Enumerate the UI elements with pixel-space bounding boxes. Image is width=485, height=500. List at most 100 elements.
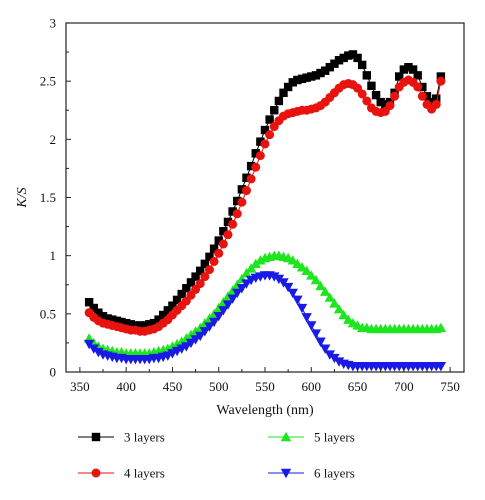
data-point — [209, 244, 219, 253]
data-point — [191, 272, 200, 281]
data-point — [283, 82, 293, 92]
data-point — [357, 89, 367, 99]
data-point — [135, 321, 145, 330]
data-point — [287, 255, 298, 265]
data-point — [306, 321, 317, 331]
data-point — [256, 137, 265, 146]
series-line — [88, 255, 441, 354]
data-point — [214, 236, 223, 245]
data-point — [288, 78, 297, 87]
series-6-layers — [83, 271, 447, 372]
data-point — [94, 308, 103, 317]
data-point — [89, 303, 98, 313]
legend-marker — [91, 432, 101, 442]
data-point — [242, 173, 251, 182]
data-point — [228, 219, 238, 229]
data-point — [381, 100, 390, 109]
data-point — [126, 320, 135, 329]
legend-marker — [91, 468, 101, 478]
data-point — [292, 295, 303, 306]
data-point — [319, 286, 331, 296]
data-point — [274, 96, 284, 106]
data-point — [418, 82, 427, 92]
data-point — [158, 310, 168, 320]
y-tick-label: 2 — [50, 132, 57, 147]
data-point — [404, 63, 413, 72]
data-point — [339, 53, 348, 63]
y-tick-label: 1.5 — [40, 190, 56, 205]
data-point — [413, 82, 423, 92]
data-point — [367, 81, 376, 91]
data-point — [200, 272, 210, 282]
data-point — [121, 318, 131, 328]
y-tick-label: 3 — [50, 16, 57, 31]
data-point — [307, 72, 316, 81]
legend-marker — [280, 468, 292, 479]
data-point — [250, 258, 261, 269]
data-point — [168, 301, 177, 310]
data-point — [344, 51, 353, 60]
data-point — [214, 248, 224, 258]
x-tick-label: 550 — [255, 379, 275, 394]
x-axis-label: Wavelength (nm) — [216, 403, 314, 418]
data-point — [195, 331, 206, 342]
series-line — [88, 53, 442, 326]
data-point — [343, 314, 354, 324]
data-point — [316, 68, 325, 78]
data-point — [310, 274, 322, 285]
series-5-layers — [83, 250, 447, 358]
data-point — [227, 294, 238, 304]
data-point — [233, 196, 242, 206]
data-point — [196, 266, 205, 275]
data-point — [163, 306, 173, 315]
data-point — [199, 327, 211, 337]
data-point — [195, 279, 205, 289]
data-point — [218, 239, 228, 249]
data-point — [246, 174, 256, 184]
data-point — [362, 96, 372, 106]
legend-item: 3 layers — [78, 430, 165, 445]
data-point — [334, 56, 344, 65]
data-point — [237, 185, 247, 194]
data-point — [246, 161, 256, 171]
data-point — [241, 279, 252, 289]
y-ticks: 0 0.5 1 1.5 2 2.5 3 — [40, 16, 71, 380]
data-point — [301, 265, 312, 275]
x-tick-label: 400 — [116, 379, 136, 394]
data-point — [223, 217, 233, 227]
legend-item: 4 layers — [78, 466, 165, 481]
data-point — [181, 342, 192, 352]
data-point — [222, 300, 234, 310]
data-point — [408, 65, 418, 74]
data-point — [324, 350, 335, 360]
data-point — [302, 73, 311, 82]
data-point — [395, 72, 404, 81]
data-point — [273, 274, 285, 285]
x-tick-label: 750 — [440, 379, 460, 394]
data-point — [435, 322, 447, 332]
x-tick-label: 600 — [302, 379, 322, 394]
data-point — [287, 288, 298, 299]
data-point — [330, 59, 339, 68]
data-point — [376, 97, 385, 107]
data-point — [306, 270, 317, 280]
data-point — [417, 91, 427, 101]
data-point — [177, 289, 186, 299]
data-point — [232, 209, 242, 219]
legend-label: 4 layers — [124, 466, 165, 481]
legend-label: 3 layers — [124, 430, 165, 445]
legend-marker — [280, 431, 292, 442]
data-point — [103, 314, 112, 323]
data-point — [260, 139, 270, 149]
data-point — [315, 337, 326, 347]
data-point — [338, 309, 349, 320]
data-point — [362, 71, 372, 80]
data-point — [422, 92, 432, 101]
x-tick-label: 350 — [70, 379, 90, 394]
data-point — [270, 106, 279, 115]
series-line — [88, 79, 442, 332]
y-tick-label: 2.5 — [40, 74, 56, 89]
data-point — [200, 259, 210, 269]
data-point — [357, 60, 367, 70]
legend-label: 5 layers — [314, 430, 355, 445]
